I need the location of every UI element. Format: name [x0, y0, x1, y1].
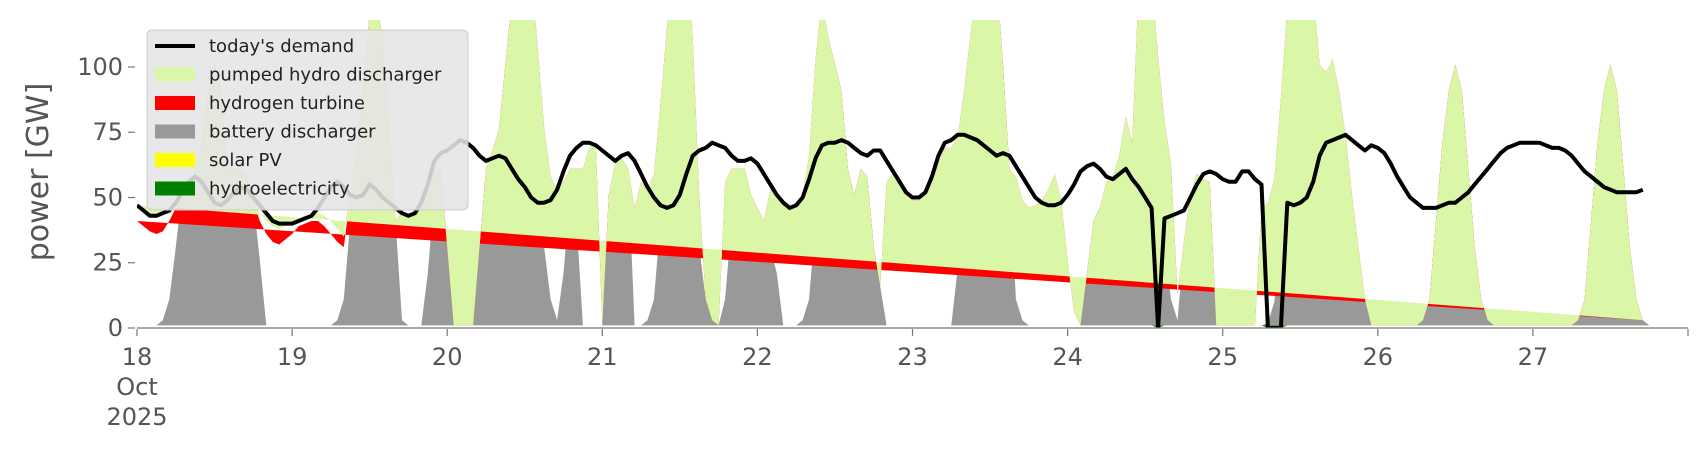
- y-axis-label: power [GW]: [21, 83, 56, 262]
- y-tick-label: 50: [92, 183, 123, 211]
- x-tick-label: 22: [742, 343, 773, 371]
- y-tick-label: 0: [108, 314, 123, 342]
- x-tick-label: 21: [587, 343, 618, 371]
- y-tick-label: 25: [92, 249, 123, 277]
- legend-label: battery discharger: [209, 122, 376, 143]
- axes: 0 25 50 75 100 18 Oct 2025 19 20 21 22 23 24 25 26 27: [77, 53, 1689, 431]
- y-tick-label: 75: [92, 118, 123, 146]
- legend-swatch: [155, 124, 195, 139]
- x-tick-label: 19: [277, 343, 308, 371]
- legend-swatch: [155, 67, 195, 82]
- x-tick-label: 27: [1518, 343, 1549, 371]
- x-tick-label: 18 Oct 2025: [106, 343, 167, 431]
- x-tick-label: 23: [897, 343, 928, 371]
- legend: today's demand pumped hydro discharger hyd…: [146, 29, 469, 211]
- legend-label: hydrogen turbine: [209, 93, 365, 114]
- x-tick-label: 26: [1363, 343, 1394, 371]
- legend-swatch: [155, 96, 195, 110]
- legend-label: hydroelectricity: [209, 179, 350, 200]
- x-tick-label: 24: [1052, 343, 1083, 371]
- legend-box: [146, 29, 469, 211]
- legend-label: today's demand: [209, 36, 354, 57]
- x-tick-label: 25: [1207, 343, 1238, 371]
- y-tick-label: 100: [77, 53, 123, 81]
- legend-label: pumped hydro discharger: [209, 65, 442, 86]
- x-tick-label: 20: [432, 343, 463, 371]
- legend-swatch: [155, 153, 195, 167]
- legend-label: solar PV: [209, 150, 282, 171]
- legend-swatch: [155, 181, 195, 196]
